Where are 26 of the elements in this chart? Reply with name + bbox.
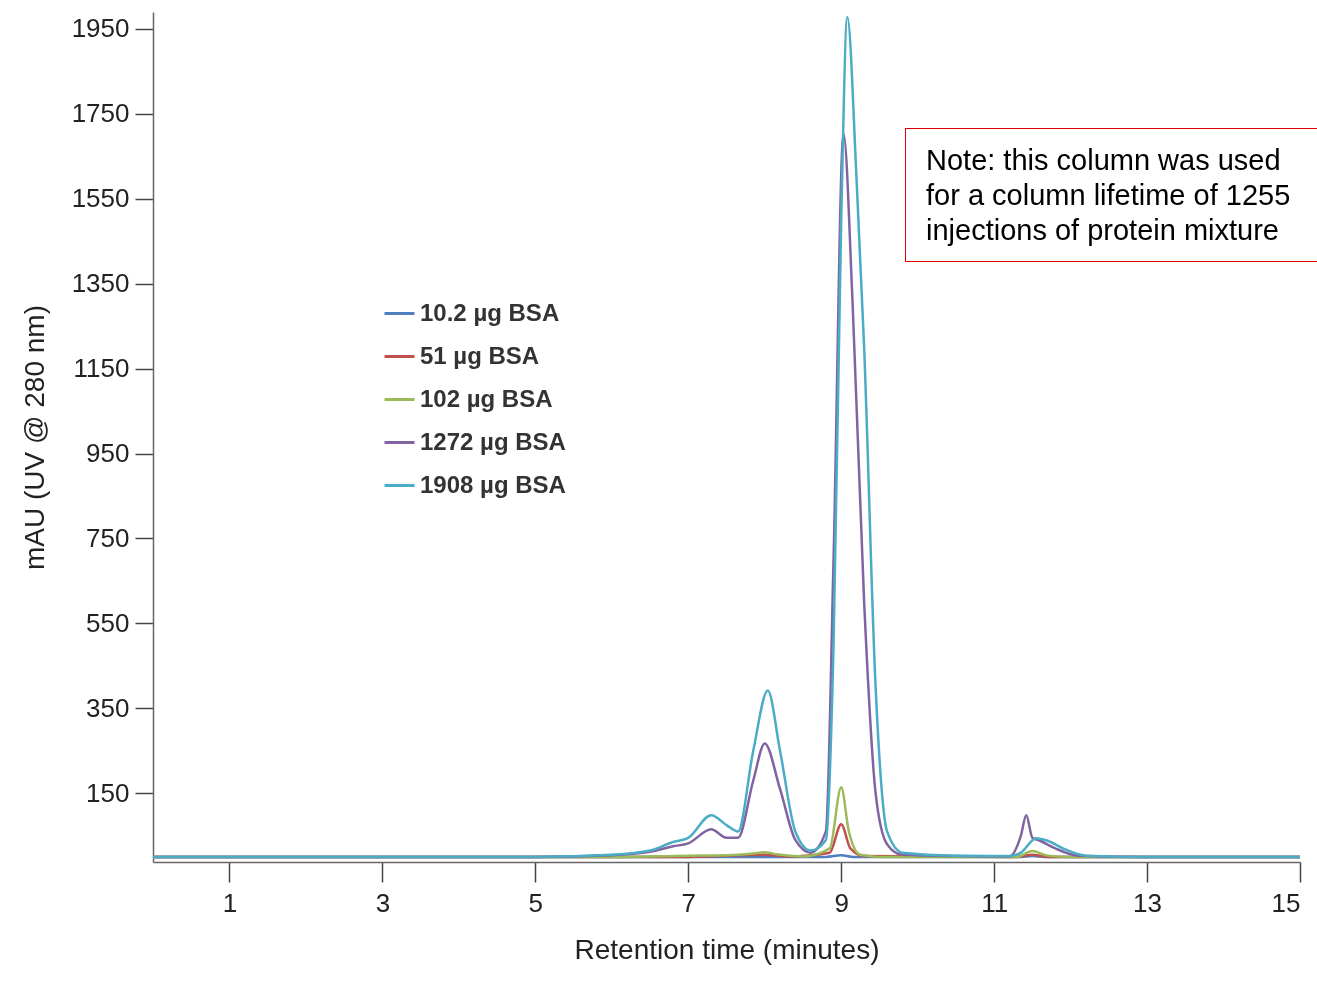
- y-tick-label: 550: [86, 607, 130, 638]
- y-tick-label: 350: [86, 692, 130, 723]
- y-tick-label: 1950: [71, 13, 130, 44]
- y-tick-label: 1150: [73, 353, 130, 384]
- x-tick-label: 5: [528, 887, 544, 918]
- y-tick-label: 1350: [71, 268, 130, 299]
- y-tick-label: 750: [86, 522, 130, 553]
- y-tick-label: 1750: [71, 98, 130, 129]
- x-tick-label: 15: [1271, 887, 1301, 918]
- x-tick-label: 13: [1133, 887, 1163, 918]
- x-axis-title: Retention time (minutes): [574, 933, 880, 965]
- x-tick-label: 3: [375, 887, 391, 918]
- y-tick-label: 150: [86, 777, 130, 808]
- legend-label: 10.2 µg BSA: [420, 298, 560, 326]
- legend-label: 102 µg BSA: [420, 384, 553, 412]
- x-tick-label: 1: [222, 887, 238, 918]
- legend-label: 1272 µg BSA: [420, 427, 566, 455]
- y-axis-title: mAU (UV @ 280 nm): [18, 305, 50, 570]
- x-tick-label: 9: [834, 887, 849, 918]
- legend-label: 51 µg BSA: [420, 341, 540, 369]
- x-tick-label: 7: [681, 887, 696, 918]
- y-tick-label: 1550: [71, 183, 130, 214]
- legend-label: 1908 µg BSA: [420, 470, 566, 498]
- x-tick-label: 11: [981, 887, 1009, 918]
- annotation: Note: this column was used for a column lifetime of 1255 injections of protein mixture: [926, 143, 1292, 248]
- y-tick-label: 950: [86, 438, 130, 469]
